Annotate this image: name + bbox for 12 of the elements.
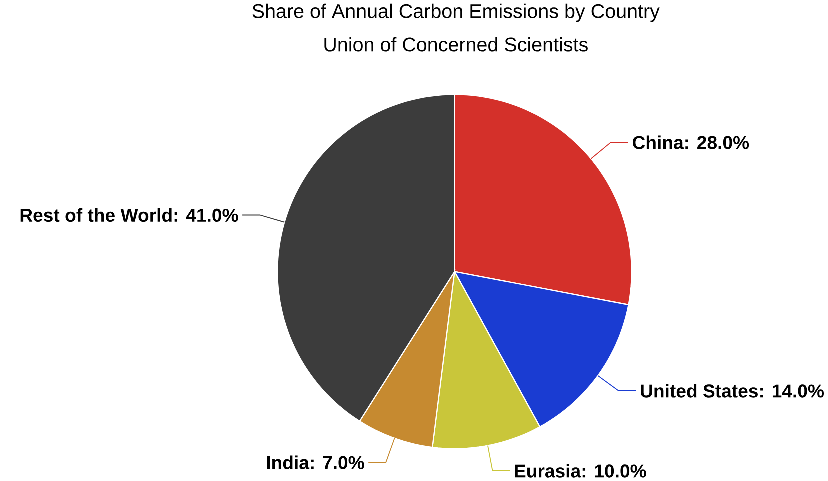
slice-label: India xyxy=(267,456,310,470)
data-label: : 14.0% xyxy=(760,384,824,398)
slice-label: Eurasia xyxy=(515,464,582,478)
slice-label: China xyxy=(633,136,684,150)
data-label: : 28.0% xyxy=(686,136,750,150)
data-label: : 41.0% xyxy=(174,208,238,222)
data-label: : 7.0% xyxy=(311,456,364,470)
data-label: : 10.0% xyxy=(582,464,646,478)
slice-label: Rest of the World xyxy=(20,208,172,222)
slice-label: United States xyxy=(641,384,758,398)
chart-subtitle: Union of Concerned Scientists xyxy=(324,37,588,52)
chart-title: Share of Annual Carbon Emissions by Country xyxy=(252,4,660,22)
